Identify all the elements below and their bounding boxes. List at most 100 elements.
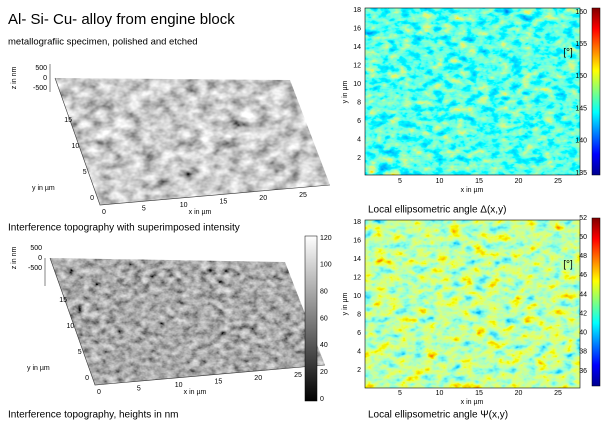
x-tick-label: 10 bbox=[175, 382, 183, 389]
heatmap bbox=[365, 8, 580, 175]
colorbar-tick-label: 150 bbox=[575, 73, 587, 80]
y-tick-label: 14 bbox=[353, 256, 361, 263]
x-tick-label: 10 bbox=[436, 178, 444, 185]
colorbar-tick-label: 36 bbox=[579, 368, 587, 375]
colorbar-tick-label: 140 bbox=[575, 138, 587, 145]
x-tick-label: 15 bbox=[475, 390, 483, 397]
colorbar-unit: [°] bbox=[563, 260, 573, 271]
x-tick-label: 15 bbox=[475, 178, 483, 185]
z-axis-label: z in nm bbox=[11, 67, 18, 90]
x-axis-label: x in µm bbox=[461, 187, 484, 194]
colorbar-tick-label: 50 bbox=[579, 234, 587, 241]
surface bbox=[55, 78, 330, 205]
z-tick-label: -500 bbox=[28, 265, 42, 272]
z-tick-label: -500 bbox=[33, 85, 47, 92]
x-tick-label: 25 bbox=[554, 178, 562, 185]
x-tick-label: 20 bbox=[254, 375, 262, 382]
caption: Local ellipsometric angle Ψ(x,y) bbox=[368, 410, 508, 421]
heatmap bbox=[365, 220, 580, 388]
colorbar-tick-label: 80 bbox=[320, 289, 328, 296]
colorbar-tick-label: 40 bbox=[579, 330, 587, 337]
colorbar-tick-label: 38 bbox=[579, 349, 587, 356]
x-axis-label: x in µm bbox=[189, 209, 212, 216]
y-tick-label: 18 bbox=[353, 219, 361, 226]
y-tick-label: 18 bbox=[353, 7, 361, 14]
y-tick-label: 16 bbox=[353, 25, 361, 32]
x-tick-label: 0 bbox=[97, 389, 101, 396]
y-axis-label: y in µm bbox=[27, 365, 50, 372]
y-tick-label: 15 bbox=[59, 297, 67, 304]
y-tick-label: 6 bbox=[357, 330, 361, 337]
y-tick-label: 4 bbox=[357, 348, 361, 355]
colorbar-tick-label: 46 bbox=[579, 272, 587, 279]
colorbar-tick-label: 40 bbox=[320, 342, 328, 349]
y-tick-label: 2 bbox=[357, 155, 361, 162]
colorbar-unit: [°] bbox=[563, 48, 573, 59]
colorbar-tick-label: 100 bbox=[320, 262, 332, 269]
colorbar-tick-label: 155 bbox=[575, 41, 587, 48]
x-tick-label: 5 bbox=[137, 385, 141, 392]
x-tick-label: 10 bbox=[180, 202, 188, 209]
y-tick-label: 5 bbox=[83, 169, 87, 176]
caption: Interference topography, heights in nm bbox=[8, 410, 178, 421]
y-axis-label: y in µm bbox=[342, 80, 349, 103]
y-tick-label: 6 bbox=[357, 118, 361, 125]
z-tick-label: 0 bbox=[38, 255, 42, 262]
x-tick-label: 25 bbox=[299, 192, 307, 199]
x-tick-label: 20 bbox=[515, 390, 523, 397]
y-tick-label: 0 bbox=[90, 195, 94, 202]
x-tick-label: 15 bbox=[215, 379, 223, 386]
y-tick-label: 12 bbox=[353, 274, 361, 281]
colorbar-tick-label: 160 bbox=[575, 9, 587, 16]
colorbar-tick-label: 44 bbox=[579, 291, 587, 298]
x-tick-label: 25 bbox=[294, 372, 302, 379]
y-tick-label: 15 bbox=[64, 117, 72, 124]
y-tick-label: 12 bbox=[353, 62, 361, 69]
x-tick-label: 5 bbox=[398, 178, 402, 185]
x-tick-label: 20 bbox=[259, 195, 267, 202]
x-tick-label: 5 bbox=[398, 390, 402, 397]
colorbar-tick-label: 135 bbox=[575, 170, 587, 177]
y-tick-label: 5 bbox=[78, 349, 82, 356]
y-tick-label: 0 bbox=[85, 375, 89, 382]
x-axis-label: x in µm bbox=[461, 399, 484, 406]
y-axis-label: y in µm bbox=[32, 185, 55, 192]
colorbar bbox=[592, 8, 600, 175]
z-axis-label: z in nm bbox=[11, 247, 18, 270]
x-tick-label: 15 bbox=[220, 199, 228, 206]
subtitle: metallografiic specimen, polished and et… bbox=[8, 37, 198, 48]
title: Al- Si- Cu- alloy from engine block bbox=[8, 11, 235, 28]
colorbar-tick-label: 0 bbox=[320, 396, 324, 403]
x-tick-label: 5 bbox=[142, 205, 146, 212]
y-tick-label: 10 bbox=[353, 81, 361, 88]
z-tick-label: 0 bbox=[43, 75, 47, 82]
y-axis-label: y in µm bbox=[342, 292, 349, 315]
z-tick-label: 500 bbox=[35, 65, 47, 72]
colorbar bbox=[305, 236, 317, 401]
colorbar-tick-label: 20 bbox=[320, 369, 328, 376]
caption: Interference topography with superimpose… bbox=[8, 223, 240, 234]
x-tick-label: 20 bbox=[515, 178, 523, 185]
y-tick-label: 10 bbox=[353, 293, 361, 300]
colorbar-tick-label: 145 bbox=[575, 105, 587, 112]
colorbar-tick-label: 52 bbox=[579, 215, 587, 222]
figure: Al- Si- Cu- alloy from engine block meta… bbox=[0, 0, 605, 425]
y-tick-label: 10 bbox=[72, 143, 80, 150]
y-tick-label: 8 bbox=[357, 99, 361, 106]
surface bbox=[50, 258, 325, 385]
caption: Local ellipsometric angle Δ(x,y) bbox=[368, 205, 506, 216]
y-tick-label: 8 bbox=[357, 311, 361, 318]
y-tick-label: 14 bbox=[353, 44, 361, 51]
colorbar bbox=[592, 218, 600, 386]
y-tick-label: 16 bbox=[353, 237, 361, 244]
x-tick-label: 10 bbox=[436, 390, 444, 397]
colorbar-tick-label: 42 bbox=[579, 310, 587, 317]
y-tick-label: 2 bbox=[357, 367, 361, 374]
y-tick-label: 4 bbox=[357, 136, 361, 143]
colorbar-tick-label: 60 bbox=[320, 315, 328, 322]
colorbar-tick-label: 48 bbox=[579, 253, 587, 260]
x-tick-label: 25 bbox=[554, 390, 562, 397]
z-tick-label: 500 bbox=[30, 245, 42, 252]
y-tick-label: 10 bbox=[67, 323, 75, 330]
x-tick-label: 0 bbox=[102, 209, 106, 216]
